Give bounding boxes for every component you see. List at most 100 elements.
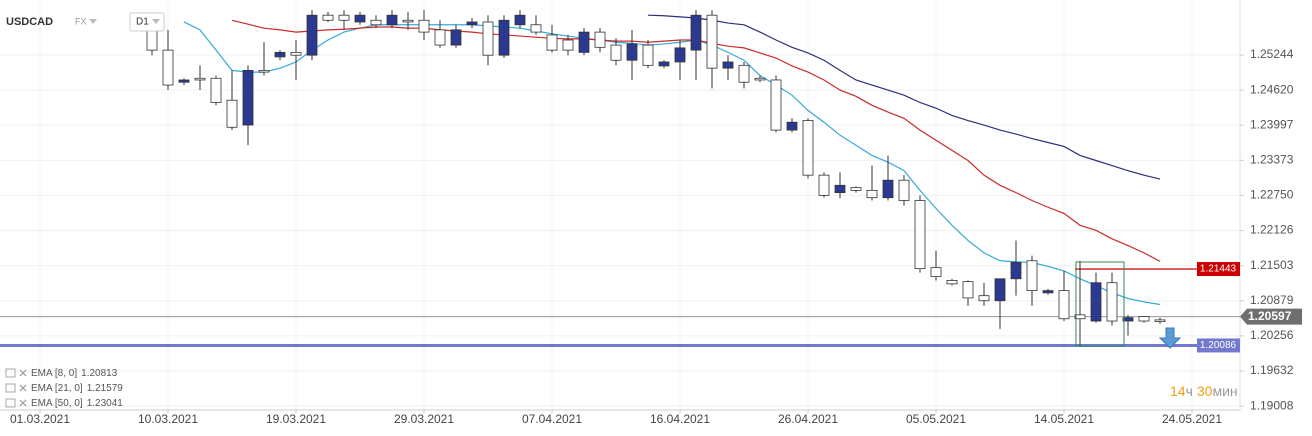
y-tick-label: 1.20879 <box>1250 293 1294 307</box>
ema-line <box>647 14 1161 180</box>
y-tick-label: 1.24620 <box>1250 82 1294 96</box>
candle-body <box>1122 317 1134 322</box>
price-level-label: 1.20086 <box>1200 340 1237 351</box>
symbol: USDCAD <box>6 16 53 28</box>
candle-body <box>530 24 542 33</box>
candle-body <box>274 51 286 58</box>
candle-body <box>642 44 654 66</box>
candle-body <box>946 280 958 285</box>
candle-body <box>226 99 238 128</box>
x-tick-label: 01.03.2021 <box>10 412 70 426</box>
legend-name: EMA [8, 0] <box>31 368 77 379</box>
candle-body <box>1042 290 1054 294</box>
candle-body <box>818 174 830 196</box>
candle-body <box>1138 316 1150 322</box>
candle-body <box>834 184 846 194</box>
candle-body <box>978 295 990 302</box>
candle-body <box>434 29 446 46</box>
legend-remove <box>19 399 27 407</box>
candle-body <box>706 14 718 69</box>
candle-body <box>162 49 174 86</box>
dropdown-arrow <box>152 19 160 24</box>
header: USDCAD FX D1 <box>6 12 165 32</box>
current-price-badge <box>1240 308 1302 325</box>
x-tick-label: 24.05.2021 <box>1162 412 1222 426</box>
y-tick-label: 1.19632 <box>1250 363 1294 377</box>
y-tick-label: 1.21503 <box>1250 258 1294 272</box>
y-tick-label: 1.22750 <box>1250 188 1294 202</box>
candle-body <box>466 21 478 26</box>
candle-body <box>1026 260 1038 292</box>
candle-body <box>146 29 158 51</box>
candle-body <box>594 31 606 48</box>
candle-body <box>322 14 334 21</box>
candle-body <box>754 77 766 81</box>
y-tick-label: 1.23997 <box>1250 117 1294 131</box>
candle-body <box>866 189 878 199</box>
candle-body <box>738 64 750 83</box>
dropdown-arrow[interactable] <box>89 19 97 24</box>
candle-body <box>178 79 190 83</box>
candle-body <box>930 267 942 277</box>
candle-body <box>210 77 222 103</box>
candle-body <box>1010 262 1022 280</box>
y-tick-label: 1.22126 <box>1250 223 1294 237</box>
price-level-label: 1.21443 <box>1200 264 1237 275</box>
price-level-badge <box>1197 338 1240 353</box>
x-tick-label: 26.04.2021 <box>778 412 838 426</box>
candle-body <box>1106 282 1118 322</box>
grid <box>0 0 1240 410</box>
x-tick-label: 05.05.2021 <box>906 412 966 426</box>
legend-remove <box>19 384 27 392</box>
y-tick-label: 1.25244 <box>1250 47 1294 61</box>
candle-body <box>962 281 974 299</box>
candle-body <box>914 200 926 270</box>
countdown-minutes-unit: мин <box>1212 383 1237 399</box>
candle-body <box>450 29 462 46</box>
countdown-hours: 14 <box>1170 383 1186 399</box>
candle-body <box>770 79 782 131</box>
candle-body <box>386 14 398 26</box>
candle-body <box>482 21 494 56</box>
countdown: 14ч 30мин <box>1170 383 1238 399</box>
candle-body <box>546 34 558 51</box>
candle-body <box>514 14 526 26</box>
candle-body <box>242 69 254 126</box>
market: FX <box>75 16 87 26</box>
down-arrow-icon <box>1158 327 1182 349</box>
timeframe-select[interactable] <box>129 12 165 32</box>
legend-remove <box>19 369 27 377</box>
plot: 1.21443 1.20086 <box>0 10 1240 353</box>
candle-body <box>258 69 270 73</box>
legend-icon <box>5 383 16 393</box>
y-tick-label: 1.23373 <box>1250 153 1294 167</box>
candle-body <box>338 14 350 21</box>
legend-value: 1.20813 <box>81 368 118 379</box>
candle-body <box>562 39 574 51</box>
candle-body <box>658 61 670 67</box>
timeframe: D1 <box>136 17 149 28</box>
current-price-label: 1.20597 <box>1248 309 1292 323</box>
candle-body <box>578 31 590 53</box>
countdown-minutes: 30 <box>1197 383 1213 399</box>
legend-icon <box>5 368 16 378</box>
legend-icon <box>5 398 16 408</box>
candle-body <box>1154 319 1166 322</box>
x-tick-label: 16.04.2021 <box>650 412 710 426</box>
highlight-box <box>1075 261 1125 347</box>
candle-body <box>786 121 798 131</box>
legend-entry: EMA [21, 0] 1.21579 <box>31 383 123 394</box>
y-tick-label: 1.19008 <box>1250 398 1294 412</box>
legend-name: EMA [50, 0] <box>31 398 83 409</box>
candle-body <box>1090 282 1102 322</box>
candle-body <box>674 47 686 63</box>
legend-value: 1.23041 <box>87 398 124 409</box>
x-tick-label: 07.04.2021 <box>522 412 582 426</box>
candle-body <box>850 187 862 191</box>
candle-body <box>610 44 622 61</box>
candle-body <box>882 179 894 199</box>
candle-body <box>418 19 430 33</box>
x-tick-label: 14.05.2021 <box>1034 412 1094 426</box>
y-tick-label: 1.20256 <box>1250 328 1294 342</box>
